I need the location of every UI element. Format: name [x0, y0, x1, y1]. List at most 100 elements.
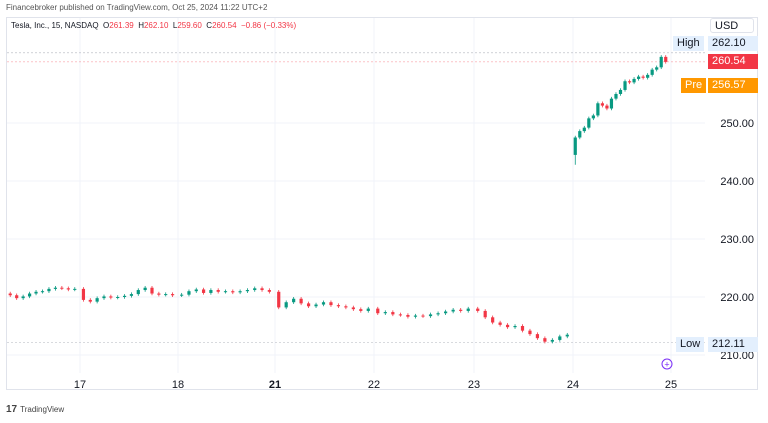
- candle-body: [582, 127, 586, 132]
- candle-body: [216, 290, 220, 292]
- candle-body: [238, 291, 242, 293]
- candle-body: [27, 293, 32, 297]
- open-label: O: [103, 21, 110, 30]
- candle-body: [413, 315, 418, 317]
- candle-body: [627, 81, 632, 83]
- candle-body: [623, 81, 627, 90]
- low-label-tag: Low: [676, 337, 705, 352]
- candle-body: [498, 322, 502, 325]
- add-event-icon[interactable]: [661, 358, 673, 370]
- candle-body: [359, 309, 363, 311]
- candle-body: [260, 288, 264, 291]
- candle-body: [421, 315, 425, 317]
- candle-body: [591, 115, 595, 119]
- x-tick-label: 21: [269, 379, 281, 391]
- y-tick-label: 220.00: [720, 292, 754, 304]
- candle-body: [73, 288, 77, 290]
- x-tick-label: 24: [567, 379, 579, 391]
- x-tick-label: 17: [74, 379, 86, 391]
- candle-body: [194, 289, 198, 292]
- candle-body: [600, 103, 605, 106]
- candle-body: [428, 314, 433, 317]
- candle-body: [34, 291, 38, 294]
- candle-body: [646, 74, 650, 78]
- symbol: Tesla, Inc., 15, NASDAQ: [11, 21, 99, 30]
- pre-price-tag: 256.57: [708, 78, 758, 93]
- candle-body: [306, 303, 311, 307]
- candle-body: [344, 306, 348, 308]
- candle-body: [614, 94, 618, 99]
- low-label: L: [172, 21, 178, 30]
- candle-body: [116, 297, 120, 298]
- high-value: 262.10: [143, 21, 169, 30]
- candle-body: [659, 56, 663, 68]
- candle-body: [632, 78, 636, 83]
- candle-body: [164, 294, 168, 296]
- candle-body: [292, 298, 296, 303]
- candle-body: [109, 296, 113, 298]
- candle-body: [231, 291, 235, 293]
- candle-body: [8, 293, 12, 296]
- candle-body: [641, 76, 645, 78]
- candle-body: [483, 310, 487, 318]
- candle-body: [451, 309, 455, 312]
- candle-body: [565, 334, 569, 337]
- candle-body: [143, 287, 147, 291]
- candle-body: [491, 317, 495, 323]
- candle-body: [605, 105, 609, 109]
- x-tick-label: 18: [172, 379, 184, 391]
- candle-body: [66, 288, 70, 290]
- candle-body: [329, 302, 333, 306]
- candle-body: [180, 294, 184, 296]
- y-tick-label: 230.00: [720, 234, 754, 246]
- open-value: 261.39: [109, 21, 134, 30]
- publisher-line: Financebroker published on TradingView.c…: [6, 3, 268, 12]
- candle-body: [535, 334, 540, 339]
- pre-label-tag: Pre: [681, 78, 707, 93]
- candle-body: [436, 313, 440, 315]
- low-value: 259.60: [177, 21, 202, 30]
- candle-body: [122, 295, 127, 297]
- candle-body: [136, 290, 140, 295]
- candle-body: [476, 308, 480, 311]
- y-tick-label: 250.00: [720, 118, 754, 130]
- candle-body: [351, 307, 355, 310]
- candle-body: [587, 118, 591, 128]
- candle-body: [444, 311, 448, 314]
- low-price-tag: 212.11: [708, 337, 758, 352]
- candle-body: [636, 76, 641, 79]
- y-tick-label: 210.00: [720, 350, 754, 362]
- candle-body: [53, 287, 58, 289]
- candle-body: [209, 290, 213, 293]
- candle-body: [528, 330, 532, 335]
- candle-body: [391, 312, 395, 315]
- footer-text: TradingView: [20, 405, 65, 414]
- candle-body: [550, 339, 554, 342]
- candle-body: [383, 312, 387, 314]
- currency-button[interactable]: USD: [710, 18, 754, 33]
- candle-body: [336, 305, 341, 307]
- candle-body: [245, 290, 250, 292]
- high-price-tag: 262.10: [708, 36, 758, 51]
- candle-body: [558, 336, 562, 340]
- x-tick-label: 23: [468, 379, 480, 391]
- candle-body: [314, 304, 318, 307]
- change-value: −0.86 (−0.33%): [240, 21, 297, 30]
- candle-body: [15, 295, 19, 299]
- candle-body: [284, 302, 288, 308]
- ohlc-legend: Tesla, Inc., 15, NASDAQ O261.39 H262.10 …: [11, 21, 296, 30]
- candle-body: [60, 287, 64, 289]
- last-price-tag: 260.54: [708, 54, 758, 69]
- candle-body: [201, 289, 206, 293]
- candle-body: [406, 314, 410, 317]
- chart-frame: [6, 17, 758, 390]
- candle-body: [157, 293, 161, 295]
- candle-body: [170, 294, 175, 296]
- candle-body: [505, 324, 510, 328]
- candle-body: [267, 290, 271, 292]
- candle-body: [223, 291, 228, 293]
- candle-body: [299, 298, 303, 304]
- candle-body: [95, 298, 99, 302]
- high-label: H: [138, 21, 144, 30]
